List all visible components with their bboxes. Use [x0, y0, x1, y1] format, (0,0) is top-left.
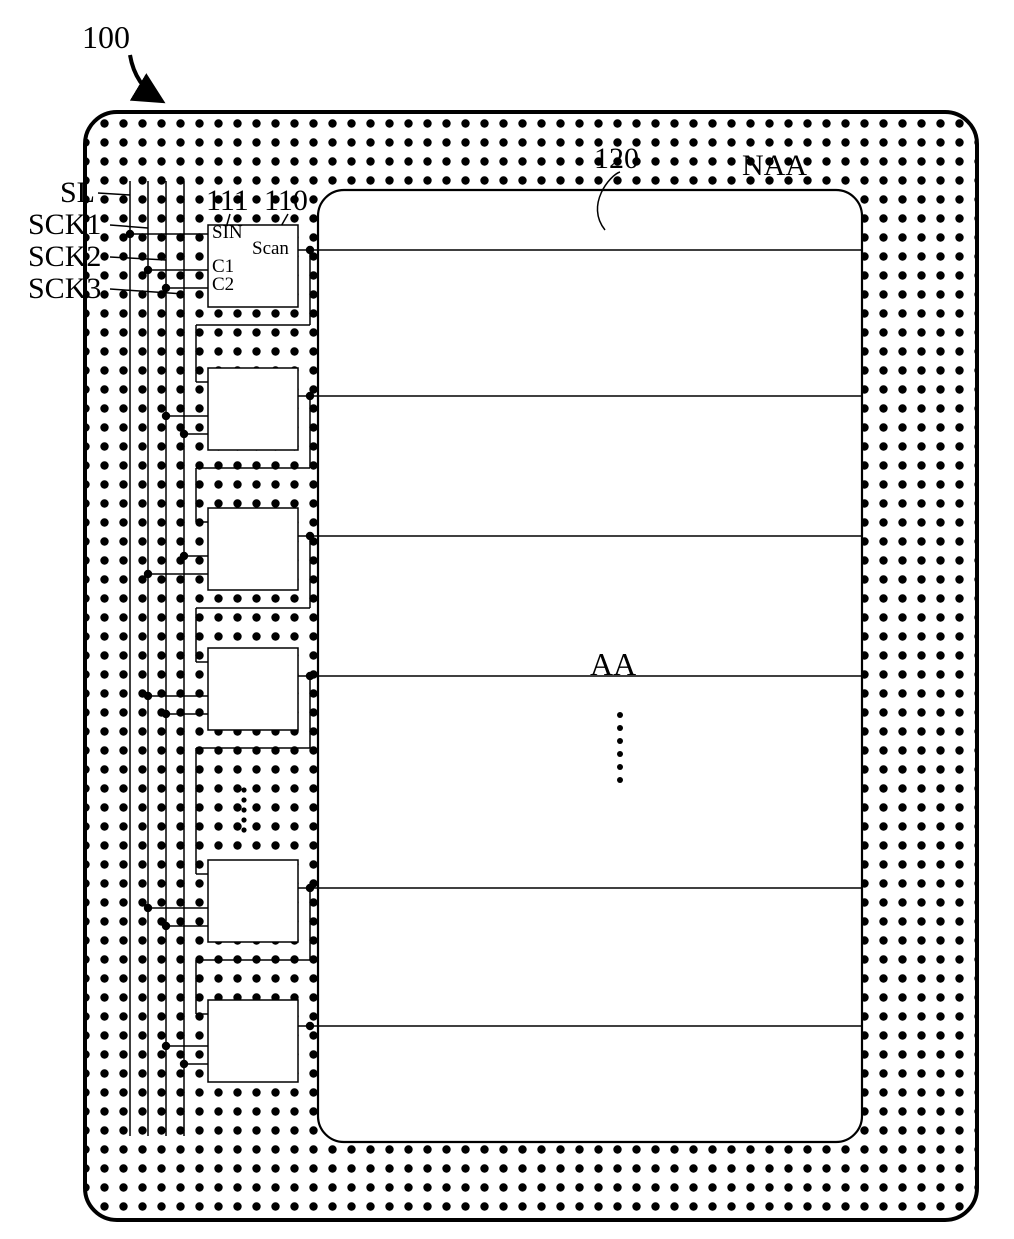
shift-reg-block-4	[208, 648, 298, 730]
shift-reg-block-3	[208, 508, 298, 590]
sl-label: SL	[60, 176, 95, 209]
shift-reg-block-5	[208, 860, 298, 942]
shift-reg-block-2	[208, 368, 298, 450]
ref-100-arrow	[130, 55, 160, 100]
ref-111: 111	[206, 184, 249, 217]
shift-reg-block-6	[208, 1000, 298, 1082]
sck3-label: SCK3	[28, 272, 101, 305]
ref-120: 120	[594, 142, 639, 175]
c2-label: C2	[212, 274, 234, 295]
ref-100: 100	[82, 19, 130, 55]
sck2-label: SCK2	[28, 240, 101, 273]
naa-label: NAA	[742, 149, 807, 182]
scan-label: Scan	[252, 238, 289, 259]
ref-110: 110	[264, 184, 308, 217]
sin-label: SIN	[212, 222, 243, 243]
sck1-label: SCK1	[28, 208, 101, 241]
